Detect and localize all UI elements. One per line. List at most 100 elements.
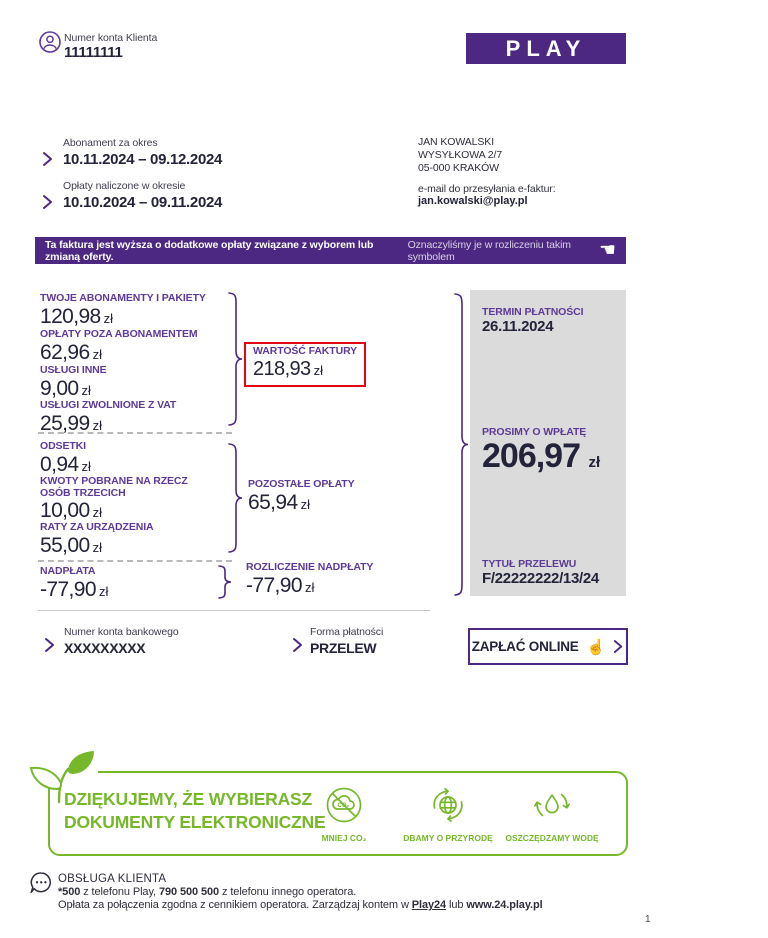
payment-panel: TERMIN PŁATNOŚCI 26.11.2024 PROSIMY O WP… <box>470 290 626 596</box>
period-label: Abonament za okres <box>63 137 158 149</box>
currency: zł <box>304 579 315 595</box>
earth-care-icon <box>433 787 463 823</box>
currency: zł <box>300 496 310 512</box>
leaves-icon <box>29 751 98 804</box>
banner-bold-text: Ta faktura jest wyższa o dodatkowe opłat… <box>45 238 374 263</box>
payment-method: Forma płatności PRZELEW <box>310 626 383 656</box>
eco-badge: OSZCZĘDZAMY WODĘ <box>497 786 607 843</box>
email-value: jan.kowalski@play.pl <box>418 195 528 207</box>
customer-account-label: Numer konta Klienta <box>64 32 158 44</box>
no-co2-icon: CO₂ <box>326 787 362 823</box>
invoice-total-label: WARTOŚĆ FAKTURY <box>253 345 358 357</box>
bank-account-label: Numer konta bankowego <box>64 626 179 638</box>
water-save-icon <box>533 793 571 817</box>
summary-item-amount: 10,00 <box>40 499 90 522</box>
brace-group3 <box>218 565 232 599</box>
overpayment-label: ROZLICZENIE NADPŁATY <box>246 561 374 573</box>
play-website-link[interactable]: www.24.play.pl <box>466 899 543 911</box>
pointing-hand-icon: ☚ <box>598 240 616 261</box>
invoice-total-box: WARTOŚĆ FAKTURY 218,93 zł <box>244 342 367 387</box>
support-text: z telefonu innego operatora. <box>219 886 357 898</box>
offer-change-banner: Ta faktura jest wyższa o dodatkowe opłat… <box>35 237 626 264</box>
support-line1: *500 z telefonu Play, 790 500 500 z tele… <box>58 886 356 898</box>
play24-link[interactable]: Play24 <box>411 899 447 911</box>
summary-item: USŁUGI INNE 9,00 zł <box>40 364 107 403</box>
pay-online-button[interactable]: ZAPŁAĆ ONLINE ☝ <box>468 628 628 665</box>
recipient-name: JAN KOWALSKI <box>418 136 495 148</box>
brace-group2 <box>228 443 243 553</box>
summary-item-amount: 25,99 <box>40 411 90 435</box>
period-label: Opłaty naliczone w okresie <box>63 180 186 192</box>
eco-heading-line2: DOKUMENTY ELEKTRONICZNE <box>64 812 326 832</box>
summary-item: ODSETKI 0,94 zł <box>40 440 91 479</box>
summary-item-label: OPŁATY POZA ABONAMENTEM <box>40 328 198 340</box>
currency: zł <box>588 454 601 471</box>
recipient-address: JAN KOWALSKI WYSYŁKOWA 2/7 05-000 KRAKÓW <box>418 136 502 175</box>
due-date-label: TERMIN PŁATNOŚCI <box>482 306 584 318</box>
summary-item-amount: 0,94 <box>40 452 79 476</box>
summary-item-amount: 120,98 <box>40 304 101 328</box>
summary-item-label: USŁUGI ZWOLNIONE Z VAT <box>40 399 177 411</box>
summary-item: KWOTY POBRANE NA RZECZ OSÓB TRZECICH 10,… <box>40 475 205 525</box>
summary-item: TWOJE ABONAMENTY I PAKIETY 120,98 zł <box>40 292 206 331</box>
chevron-right-icon <box>43 195 52 209</box>
summary-item: OPŁATY POZA ABONAMENTEM 62,96 zł <box>40 328 198 367</box>
divider-dashed <box>38 560 232 562</box>
period-value: 10.11.2024 – 09.12.2024 <box>63 151 223 168</box>
brace-payment-panel <box>454 293 469 596</box>
divider-solid <box>38 610 430 611</box>
summary-item-label: ODSETKI <box>40 440 86 452</box>
currency: zł <box>92 417 102 433</box>
summary-item-amount: 55,00 <box>40 533 90 557</box>
summary-item-amount: 62,96 <box>40 340 90 364</box>
svg-text:CO₂: CO₂ <box>338 803 350 809</box>
summary-item-amount: 9,00 <box>40 376 79 400</box>
summary-item-label: USŁUGI INNE <box>40 364 107 376</box>
support-phone-other: 790 500 500 <box>158 886 220 898</box>
support-text: lub <box>446 899 467 911</box>
currency: zł <box>81 382 91 398</box>
brace-group1 <box>228 292 243 426</box>
recipient-city: 05-000 KRAKÓW <box>418 162 499 174</box>
email-label: e-mail do przesyłania e-faktur: <box>418 183 556 195</box>
eco-heading-line1: DZIĘKUJEMY, ŻE WYBIERASZ <box>64 789 313 809</box>
currency: zł <box>92 505 102 520</box>
bank-account-value: XXXXXXXXX <box>64 640 146 656</box>
customer-icon <box>39 31 61 53</box>
banner-regular-text: Oznaczyliśmy je w rozliczeniu takim symb… <box>407 238 571 263</box>
support-text: z telefonu Play, <box>80 886 159 898</box>
amount-due-label: PROSIMY O WPŁATĘ <box>482 426 587 438</box>
transfer-title-label: TYTUŁ PRZELEWU <box>482 558 577 570</box>
summary-item: NADPŁATA -77,90 zł <box>40 565 108 604</box>
eco-heading: DZIĘKUJEMY, ŻE WYBIERASZ DOKUMENTY ELEKT… <box>64 788 326 834</box>
amount-due-value: 206,97 zł <box>482 437 600 476</box>
summary-item-label: TWOJE ABONAMENTY I PAKIETY <box>40 292 206 304</box>
remaining-fees-amount: 65,94 <box>248 490 298 514</box>
eco-box <box>48 771 628 856</box>
payment-method-label: Forma płatności <box>310 626 384 638</box>
click-hand-icon: ☝ <box>586 638 606 656</box>
summary-item-amount: -77,90 <box>40 577 97 601</box>
eco-badge: DBAMY O PRZYRODĘ <box>393 786 503 843</box>
divider-dashed <box>38 432 232 434</box>
period-value: 10.10.2024 – 09.11.2024 <box>63 194 223 211</box>
period-subscription: Abonament za okres 10.11.2024 – 09.12.20… <box>63 137 222 168</box>
summary-item-label: NADPŁATA <box>40 565 96 577</box>
page-number: 1 <box>645 914 651 925</box>
summary-item: USŁUGI ZWOLNIONE Z VAT 25,99 zł <box>40 399 177 438</box>
summary-item: RATY ZA URZĄDZENIA 55,00 zł <box>40 521 154 560</box>
support-text: Opłata za połączenia zgodna z cennikiem … <box>58 899 412 911</box>
pay-online-label: ZAPŁAĆ ONLINE <box>471 639 579 654</box>
eco-badge: CO₂ MNIEJ CO₂ <box>289 786 399 843</box>
due-date-value: 26.11.2024 <box>482 318 554 335</box>
support-heading: OBSŁUGA KLIENTA <box>58 873 167 885</box>
summary-item-label: KWOTY POBRANE NA RZECZ OSÓB TRZECICH <box>40 475 188 499</box>
recipient-street: WYSYŁKOWA 2/7 <box>418 149 503 161</box>
payment-method-value: PRZELEW <box>310 640 377 656</box>
remaining-fees-label: POZOSTAŁE OPŁATY <box>248 478 355 490</box>
currency: zł <box>81 458 91 474</box>
amount-due-number: 206,97 <box>482 437 581 475</box>
eco-badge-label: OSZCZĘDZAMY WODĘ <box>505 833 599 843</box>
currency: zł <box>313 362 323 378</box>
